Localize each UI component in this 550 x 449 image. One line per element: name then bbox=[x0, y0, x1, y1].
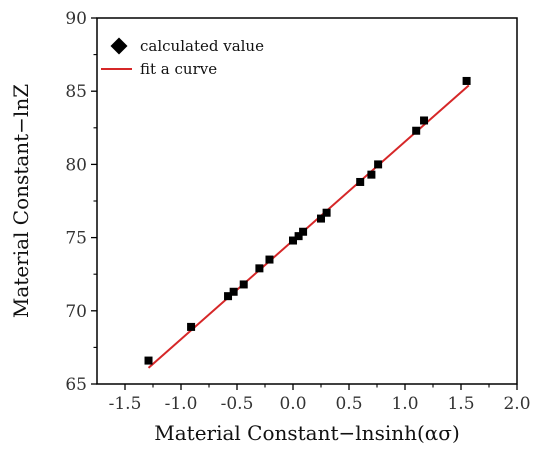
data-point bbox=[265, 255, 274, 264]
x-tick-label: -0.5 bbox=[221, 394, 254, 414]
data-point bbox=[224, 292, 233, 301]
legend-label-fit-a-curve: fit a curve bbox=[140, 60, 217, 78]
x-axis-ticks: -1.5 -1.0 -0.5 0.0 0.5 1.0 1.5 2.0 bbox=[109, 384, 531, 414]
y-tick-label: 85 bbox=[65, 82, 87, 102]
x-tick-label: 1.5 bbox=[447, 394, 474, 414]
data-point bbox=[289, 236, 297, 245]
data-point bbox=[374, 160, 383, 169]
data-point bbox=[356, 177, 365, 186]
y-tick-label: 75 bbox=[65, 229, 87, 249]
data-point bbox=[187, 322, 196, 331]
data-point bbox=[299, 227, 308, 236]
y-tick-label: 70 bbox=[65, 302, 87, 322]
y-tick-label: 80 bbox=[65, 155, 87, 175]
series-marks bbox=[144, 76, 471, 369]
data-point bbox=[229, 287, 238, 296]
legend-marker-calculated-value bbox=[110, 37, 128, 55]
data-point bbox=[322, 208, 331, 217]
data-point bbox=[239, 280, 248, 289]
y-axis-label: Material Constant−lnZ bbox=[9, 84, 33, 318]
data-point bbox=[255, 264, 264, 273]
data-point bbox=[412, 126, 421, 135]
x-axis-label: Material Constant−lnsinh(ασ) bbox=[154, 421, 460, 445]
fit-line bbox=[147, 84, 470, 369]
y-axis-ticks: 65 70 75 80 85 90 bbox=[65, 9, 97, 395]
data-point bbox=[462, 76, 471, 85]
x-tick-label: 0.0 bbox=[279, 394, 306, 414]
y-tick-label: 90 bbox=[65, 9, 87, 29]
data-point bbox=[144, 356, 153, 365]
legend-label-calculated-value: calculated value bbox=[140, 37, 264, 55]
data-point bbox=[317, 214, 325, 223]
x-tick-label: 2.0 bbox=[503, 394, 530, 414]
legend: calculated value fit a curve bbox=[101, 37, 264, 78]
x-tick-label: 1.0 bbox=[391, 394, 418, 414]
x-tick-label: -1.5 bbox=[109, 394, 142, 414]
data-point bbox=[294, 232, 303, 241]
data-point bbox=[420, 116, 429, 125]
x-tick-label: 0.5 bbox=[335, 394, 362, 414]
x-tick-label: -1.0 bbox=[165, 394, 198, 414]
data-point bbox=[367, 170, 376, 179]
y-tick-label: 65 bbox=[65, 375, 87, 395]
